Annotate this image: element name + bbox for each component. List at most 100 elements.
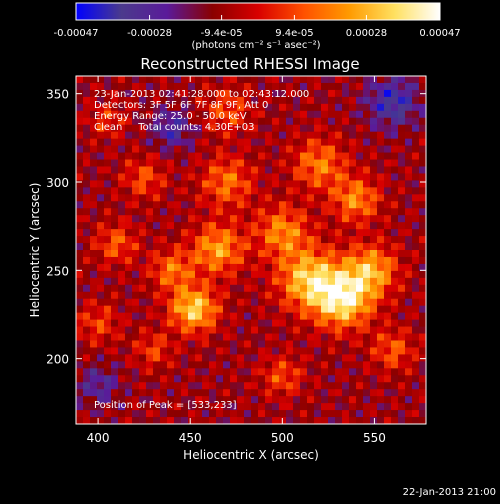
- heatmap-cell: [314, 410, 322, 418]
- heatmap-cell: [209, 298, 217, 307]
- heatmap-cell: [419, 298, 427, 307]
- x-tick-label: 450: [179, 431, 202, 445]
- heatmap-cell: [405, 201, 413, 209]
- heatmap-cell: [118, 117, 126, 126]
- heatmap-cell: [286, 243, 294, 251]
- heatmap-cell: [307, 354, 315, 362]
- heatmap-cell: [286, 298, 294, 307]
- heatmap-cell: [223, 417, 231, 425]
- heatmap-cell: [419, 96, 427, 105]
- heatmap-cell: [251, 243, 259, 251]
- heatmap-cell: [195, 333, 203, 341]
- heatmap-cell: [153, 180, 161, 188]
- heatmap-cell: [174, 347, 182, 355]
- heatmap-cell: [188, 375, 196, 383]
- heatmap-cell: [328, 222, 336, 230]
- heatmap-cell: [195, 375, 203, 383]
- heatmap-cell: [97, 215, 105, 223]
- heatmap-cell: [132, 215, 140, 223]
- heatmap-cell: [265, 389, 273, 397]
- heatmap-cell: [132, 368, 140, 376]
- heatmap-cell: [412, 277, 420, 286]
- heatmap-cell: [132, 382, 140, 390]
- heatmap-cell: [300, 277, 308, 286]
- heatmap-cell: [111, 277, 119, 286]
- heatmap-cell: [111, 145, 119, 153]
- heatmap-cell: [384, 256, 392, 265]
- heatmap-cell: [286, 396, 294, 404]
- heatmap-cell: [412, 396, 420, 404]
- heatmap-cell: [307, 389, 315, 397]
- heatmap-cell: [363, 333, 371, 341]
- heatmap-cell: [321, 222, 329, 230]
- heatmap-cell: [111, 396, 119, 404]
- heatmap-cell: [146, 375, 154, 383]
- heatmap-cell: [195, 215, 203, 223]
- heatmap-cell: [321, 201, 329, 209]
- heatmap-cell: [398, 333, 406, 341]
- heatmap-cell: [314, 229, 322, 237]
- heatmap-cell: [174, 354, 182, 362]
- heatmap-cell: [139, 103, 147, 112]
- heatmap-cell: [349, 277, 357, 286]
- heatmap-cell: [230, 76, 238, 84]
- heatmap-cell: [209, 103, 217, 112]
- heatmap-cell: [356, 389, 364, 397]
- heatmap-cell: [237, 291, 245, 300]
- heatmap-cell: [377, 305, 385, 314]
- heatmap-cell: [356, 208, 364, 216]
- heatmap-cell: [118, 76, 126, 84]
- heatmap-cell: [97, 368, 105, 376]
- heatmap-cell: [125, 138, 133, 146]
- heatmap-cell: [349, 187, 357, 195]
- heatmap-cell: [76, 76, 84, 84]
- heatmap-cell: [391, 319, 399, 327]
- heatmap-cell: [90, 208, 98, 216]
- heatmap-cell: [279, 222, 287, 230]
- heatmap-cell: [419, 124, 427, 133]
- heatmap-cell: [272, 243, 280, 251]
- heatmap-cell: [293, 305, 301, 314]
- heatmap-cell: [391, 250, 399, 258]
- heatmap-cell: [286, 312, 294, 320]
- heatmap-cell: [237, 250, 245, 258]
- heatmap-cell: [90, 180, 98, 188]
- heatmap-cell: [272, 305, 280, 314]
- heatmap-cell: [377, 243, 385, 251]
- heatmap-cell: [265, 138, 273, 146]
- heatmap-cell: [230, 236, 238, 244]
- heatmap-cell: [384, 236, 392, 244]
- heatmap-cell: [209, 82, 217, 91]
- heatmap-cell: [230, 187, 238, 195]
- heatmap-cell: [188, 396, 196, 404]
- heatmap-cell: [160, 340, 168, 348]
- heatmap-cell: [314, 243, 322, 251]
- heatmap-cell: [76, 284, 84, 293]
- heatmap-cell: [153, 201, 161, 209]
- heatmap-cell: [160, 124, 168, 133]
- heatmap-cell: [167, 243, 175, 251]
- heatmap-cell: [118, 361, 126, 369]
- heatmap-cell: [181, 117, 189, 126]
- heatmap-cell: [146, 389, 154, 397]
- heatmap-cell: [377, 236, 385, 244]
- heatmap-cell: [244, 417, 252, 425]
- heatmap-cell: [342, 250, 350, 258]
- heatmap-cell: [419, 145, 427, 153]
- heatmap-cell: [321, 312, 329, 320]
- heatmap-cell: [202, 131, 210, 140]
- heatmap-cell: [328, 361, 336, 369]
- heatmap-cell: [321, 173, 329, 181]
- heatmap-cell: [370, 333, 378, 341]
- heatmap-cell: [335, 166, 343, 174]
- heatmap-cell: [293, 229, 301, 237]
- heatmap-cell: [181, 382, 189, 390]
- heatmap-cell: [328, 354, 336, 362]
- heatmap-cell: [258, 89, 266, 98]
- heatmap-cell: [342, 201, 350, 209]
- heatmap-cell: [202, 326, 210, 334]
- heatmap-cell: [251, 410, 259, 418]
- heatmap-cell: [76, 354, 84, 362]
- heatmap-cell: [419, 389, 427, 397]
- heatmap-cell: [188, 277, 196, 286]
